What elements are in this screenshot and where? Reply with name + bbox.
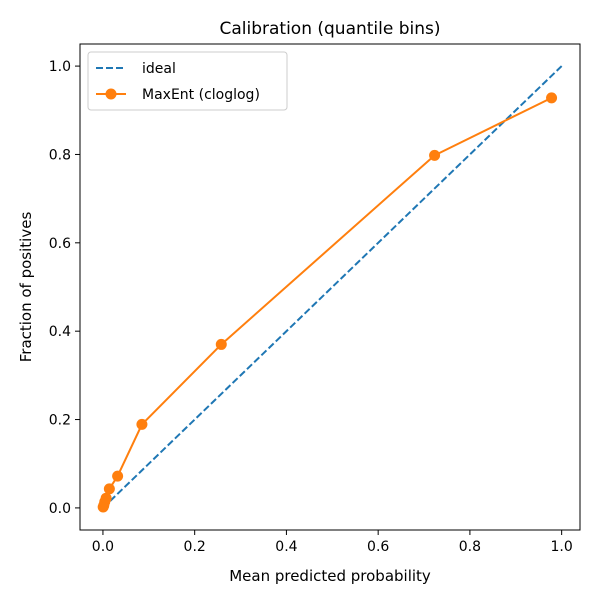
y-tick-label: 0.0	[49, 501, 71, 517]
x-axis-label: Mean predicted probability	[229, 567, 431, 585]
x-tick-label: 1.0	[551, 539, 573, 555]
legend: ideal MaxEnt (cloglog)	[87, 51, 288, 111]
data-point	[546, 92, 558, 104]
plot-frame	[79, 43, 581, 531]
y-tick-label: 1.0	[49, 59, 71, 75]
data-point	[429, 149, 441, 161]
y-tick-label: 0.8	[49, 147, 71, 163]
legend-maxent-label: MaxEnt (cloglog)	[142, 87, 260, 103]
chart-title: Calibration (quantile bins)	[219, 19, 440, 39]
y-axis-label: Fraction of positives	[17, 212, 35, 363]
x-tick-label: 0.6	[367, 539, 389, 555]
y-tick-label: 0.6	[49, 236, 71, 252]
y-axis-ticks: 0.0 0.2 0.4 0.6 0.8 1.0	[49, 59, 80, 517]
x-tick-label: 0.0	[92, 539, 114, 555]
legend-maxent-marker	[105, 88, 117, 100]
data-point	[103, 483, 115, 495]
y-tick-label: 0.2	[49, 413, 71, 429]
data-point	[112, 470, 124, 482]
plot-area	[97, 65, 563, 513]
x-tick-label: 0.2	[184, 539, 206, 555]
x-tick-label: 0.4	[275, 539, 297, 555]
series-line-ideal	[102, 65, 563, 509]
data-point	[100, 492, 112, 504]
data-point	[136, 418, 148, 430]
y-tick-label: 0.4	[49, 324, 71, 340]
x-axis-ticks: 0.0 0.2 0.4 0.6 0.8 1.0	[92, 530, 573, 555]
x-tick-label: 0.8	[459, 539, 481, 555]
legend-ideal-label: ideal	[142, 61, 176, 77]
legend-box	[87, 51, 288, 111]
series-line-maxent	[102, 97, 553, 508]
data-point	[215, 338, 227, 350]
